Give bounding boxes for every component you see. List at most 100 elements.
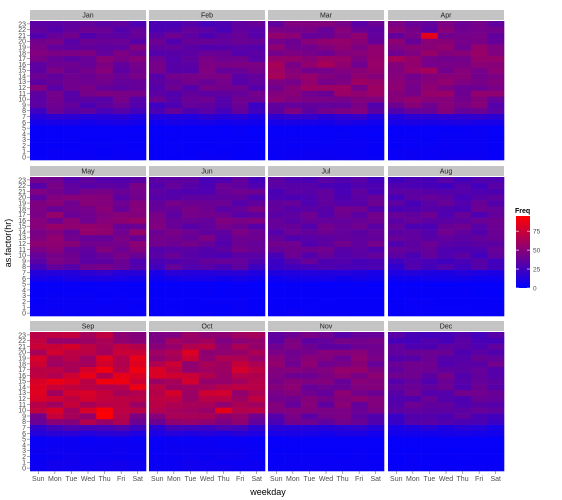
heatmap-cell [470,424,488,431]
facet-panel-aug: Aug [388,166,505,317]
heatmap-cell [96,78,114,86]
heatmap-cell [437,349,455,356]
heatmap-cell [129,131,147,138]
heatmap-cell [487,430,505,437]
heatmap-cell [129,84,147,91]
heatmap-cell [470,246,488,253]
heatmap-cell [63,395,81,402]
heatmap-cell [112,148,130,155]
heatmap-cell [421,217,439,224]
heatmap-cell [129,90,147,97]
heatmap-cell [198,49,216,57]
heatmap-cell [421,113,439,120]
heatmap-cell [165,453,183,460]
heatmap-cell [284,102,302,109]
heatmap-cell [421,154,439,161]
heatmap-cell [388,240,405,247]
heatmap-cell [112,21,130,28]
heatmap-cell [367,136,385,143]
heatmap-cell [268,401,285,408]
heatmap-cell [248,21,266,28]
heatmap-cell [301,223,319,230]
heatmap-cell [350,211,368,218]
heatmap-cell [487,188,505,195]
heatmap-cell [182,44,200,51]
heatmap-cell [63,281,81,288]
heatmap-cell [350,252,368,259]
heatmap-cell [79,453,97,460]
heatmap-cell [317,205,335,213]
heatmap-cell [46,119,64,126]
heatmap-cell [30,125,47,132]
heatmap-cell [149,38,166,45]
x-tick-label: Mon [286,476,300,483]
heatmap-cell [334,287,352,294]
heatmap-cell [46,182,64,189]
heatmap-cell [470,148,488,155]
heatmap-cell [231,136,249,143]
heatmap-cell [215,384,233,391]
heatmap-cell [470,453,488,460]
heatmap-cell [129,378,147,385]
heatmap-cell [198,355,216,362]
heatmap-cell [284,360,302,368]
heatmap-cell [198,131,216,138]
heatmap-cell [437,67,455,74]
heatmap-cell [112,217,130,224]
facet-strip-label: Dec [440,324,453,331]
heatmap-cell [367,229,385,236]
heatmap-cell [129,217,147,224]
heatmap-cell [470,287,488,294]
heatmap-cell [421,304,439,311]
y-tick-label: 5 [22,126,26,133]
heatmap-cell [165,125,183,132]
heatmap-cell [215,119,233,126]
heatmap-cell [317,78,335,86]
heatmap-cell [129,310,147,317]
heatmap-cell [284,211,302,218]
heatmap-cell [317,287,335,294]
heatmap-cell [470,119,488,126]
heatmap-cell [301,395,319,402]
heatmap-cell [404,38,422,45]
heatmap-cell [198,223,216,230]
heatmap-cell [367,258,385,265]
heatmap-cell [79,465,97,472]
heatmap-cell [437,131,455,138]
heatmap-cell [231,217,249,224]
heatmap-cell [79,136,97,143]
heatmap-cell [129,366,147,373]
heatmap-cell [182,332,200,339]
heatmap-cell [367,240,385,247]
heatmap-cell [421,148,439,155]
heatmap-cell [301,263,319,270]
y-tick-label: 6 [22,276,26,283]
heatmap-cell [129,292,147,299]
heatmap-cell [404,44,422,51]
heatmap-cell [404,430,422,437]
heatmap-cell [388,217,405,224]
heatmap-cell [301,44,319,51]
heatmap-cell [46,67,64,74]
heatmap-cell [165,424,183,431]
heatmap-cell [129,275,147,282]
heatmap-cell [284,44,302,51]
heatmap-cell [182,84,200,91]
heatmap-cell [149,131,166,138]
heatmap-cell [334,223,352,230]
heatmap-cell [334,465,352,472]
heatmap-cell [404,263,422,270]
heatmap-cell [421,211,439,218]
heatmap-cell [404,298,422,305]
heatmap-cell [149,182,166,189]
heatmap-cell [149,96,166,103]
heatmap-cell [388,378,405,385]
heatmap-cell [112,200,130,207]
heatmap-cell [63,258,81,265]
heatmap-cell [198,234,216,242]
heatmap-cell [421,465,439,472]
heatmap-cell [487,442,505,449]
heatmap-cell [231,200,249,207]
heatmap-cell [63,389,81,397]
heatmap-cell [248,332,266,339]
